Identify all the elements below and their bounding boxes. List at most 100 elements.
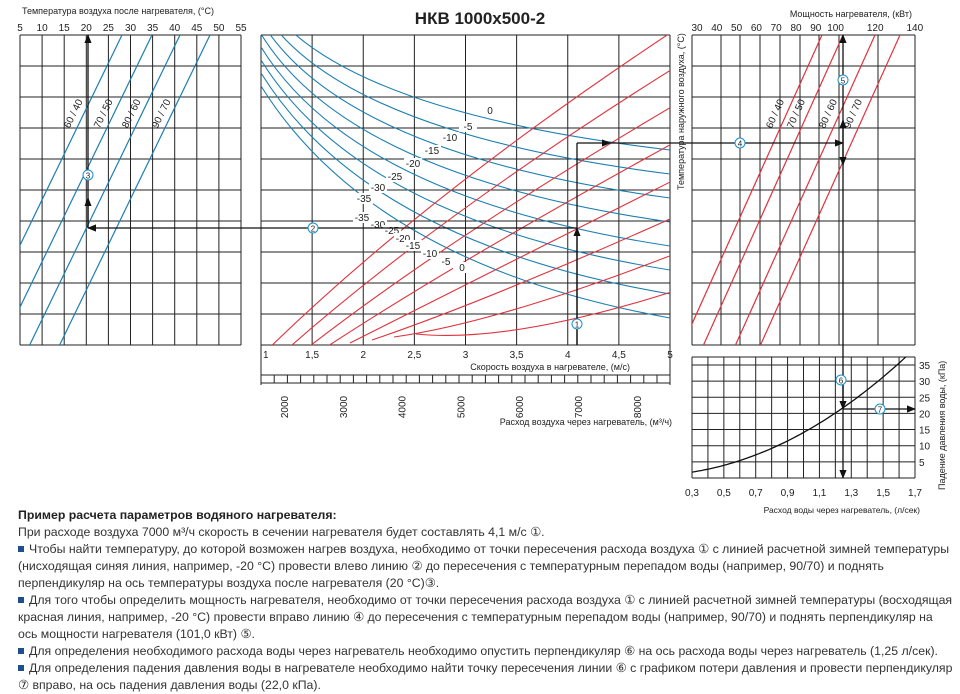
label-bg xyxy=(437,256,455,267)
outlet-temp-line-2 xyxy=(20,35,153,309)
label-bg xyxy=(383,225,401,236)
power-line-1 xyxy=(692,35,823,326)
red-curve-label: -10 xyxy=(423,249,438,260)
air-flow-tick-label: 6000 xyxy=(515,395,526,418)
label-bg xyxy=(459,121,477,132)
outlet-temp-line-3 xyxy=(29,35,181,345)
air-speed-tick-label: 2,5 xyxy=(407,350,421,361)
outlet-temp-tick-label: 30 xyxy=(125,23,137,34)
power-tick-label: 70 xyxy=(771,23,783,34)
power-series-label: 90 / 70 xyxy=(842,97,865,130)
label-bg xyxy=(404,158,422,169)
label-bg xyxy=(481,105,499,116)
outlet-temp-tick-label: 20 xyxy=(81,23,93,34)
power-series-label: 60 / 40 xyxy=(764,97,787,130)
outlet-temp-tick-label: 35 xyxy=(147,23,159,34)
example-description: Пример расчета параметров водяного нагре… xyxy=(18,507,953,694)
outlet-temp-series-label: 70 / 50 xyxy=(92,97,115,130)
pressure-tick-label: 30 xyxy=(919,377,931,388)
example-heading: Пример расчета параметров водяного нагре… xyxy=(18,508,337,522)
example-step-5-text: Для определения падения давления воды в … xyxy=(18,661,953,692)
step-marker-icon xyxy=(734,137,746,149)
red-curve-label: -20 xyxy=(396,234,411,245)
pressure-drop-curve xyxy=(692,357,907,473)
power-axis-label: Мощность нагревателя, (кВт) xyxy=(790,9,912,19)
air-speed-axis-label: Скорость воздуха в нагревателе, (м/с) xyxy=(470,362,630,372)
blue-curve-label: -25 xyxy=(388,172,403,183)
pressure-tick-label: 15 xyxy=(919,426,931,437)
red-temp-curve xyxy=(271,35,669,345)
power-line-2 xyxy=(702,35,844,345)
example-step-4: Для определения необходимого расхода вод… xyxy=(18,643,953,660)
step-marker-label: 5 xyxy=(841,77,846,86)
red-temp-curve xyxy=(291,69,670,345)
power-tick-label: 120 xyxy=(867,23,884,34)
air-speed-tick-label: 4,5 xyxy=(612,350,626,361)
air-flow-tick-label: 4000 xyxy=(398,395,409,418)
power-tick-label: 80 xyxy=(790,23,802,34)
power-tick-label: 50 xyxy=(731,23,743,34)
air-speed-tick-label: 1 xyxy=(263,350,269,361)
water-flow-tick-label: 1,5 xyxy=(876,488,890,499)
water-flow-tick-label: 1,1 xyxy=(812,488,826,499)
air-flow-tick-label: 7000 xyxy=(574,395,585,418)
label-bg xyxy=(441,132,459,143)
red-temp-curve xyxy=(415,291,670,336)
blue-temp-curve xyxy=(280,35,670,175)
step-marker-icon xyxy=(874,403,886,415)
red-temp-curve xyxy=(393,255,670,338)
red-temp-curve xyxy=(349,181,670,344)
air-speed-tick-label: 3 xyxy=(463,350,469,361)
power-line-3 xyxy=(734,35,876,345)
example-step-3-text: Для того чтобы определить мощность нагре… xyxy=(18,593,953,641)
step-marker-label: 7 xyxy=(878,406,883,415)
bullet-icon xyxy=(18,665,24,671)
pressure-tick-label: 20 xyxy=(919,409,931,420)
air-flow-axis-label: Расход воздуха через нагреватель, (м³/ч) xyxy=(500,417,672,427)
red-curve-label: 0 xyxy=(459,263,465,274)
example-step-5: Для определения падения давления воды в … xyxy=(18,660,953,694)
step-marker-label: 1 xyxy=(575,321,580,330)
power-tick-label: 100 xyxy=(827,23,844,34)
label-bg xyxy=(453,262,471,273)
label-bg xyxy=(353,212,371,223)
outlet-temp-tick-label: 50 xyxy=(213,23,225,34)
outlet-temp-tick-label: 45 xyxy=(191,23,203,34)
label-bg xyxy=(355,193,373,204)
red-curve-label: -30 xyxy=(371,220,386,231)
outlet-temp-series-label: 90 / 70 xyxy=(150,97,173,130)
step-marker-label: 6 xyxy=(839,377,844,386)
label-bg xyxy=(423,145,441,156)
outlet-temp-line-1 xyxy=(20,35,123,247)
outlet-temp-series-label: 80 / 60 xyxy=(120,97,143,130)
air-speed-curves xyxy=(261,35,670,345)
red-temp-curve xyxy=(328,144,670,345)
air-speed-tick-label: 4 xyxy=(565,350,571,361)
power-series xyxy=(692,35,901,345)
step-marker-icon xyxy=(837,74,849,86)
outlet-temp-tick-label: 15 xyxy=(59,23,71,34)
blue-temp-curve xyxy=(261,46,670,247)
outlet-temp-tick-label: 10 xyxy=(37,23,49,34)
power-tick-label: 60 xyxy=(751,23,763,34)
step-marker-label: 4 xyxy=(738,140,743,149)
outside-temp-axis-label: Температура наружного воздуха, (°C) xyxy=(676,33,686,190)
air-flow-tick-label: 2000 xyxy=(280,395,291,418)
pressure-tick-label: 5 xyxy=(919,458,925,469)
water-flow-tick-label: 0,7 xyxy=(749,488,763,499)
water-flow-tick-label: 1,7 xyxy=(908,488,922,499)
power-tick-label: 40 xyxy=(711,23,723,34)
nomogram: НКВ 1000х500-2 Температура воздуха после… xyxy=(17,6,947,515)
example-step-2: Чтобы найти температуру, до которой возм… xyxy=(18,541,953,592)
power-tick-label: 140 xyxy=(906,23,923,34)
air-flow-scale-band xyxy=(260,374,671,384)
outlet-temp-tick-label: 5 xyxy=(17,23,23,34)
power-line-4 xyxy=(759,35,901,345)
power-tick-label: 30 xyxy=(691,23,703,34)
label-bg xyxy=(421,248,439,259)
red-curve-label: -5 xyxy=(442,257,451,268)
outlet-temp-tick-label: 40 xyxy=(169,23,181,34)
label-bg xyxy=(386,171,404,182)
outlet-temp-series-label: 60 / 40 xyxy=(62,97,85,130)
bullet-icon xyxy=(18,546,24,552)
